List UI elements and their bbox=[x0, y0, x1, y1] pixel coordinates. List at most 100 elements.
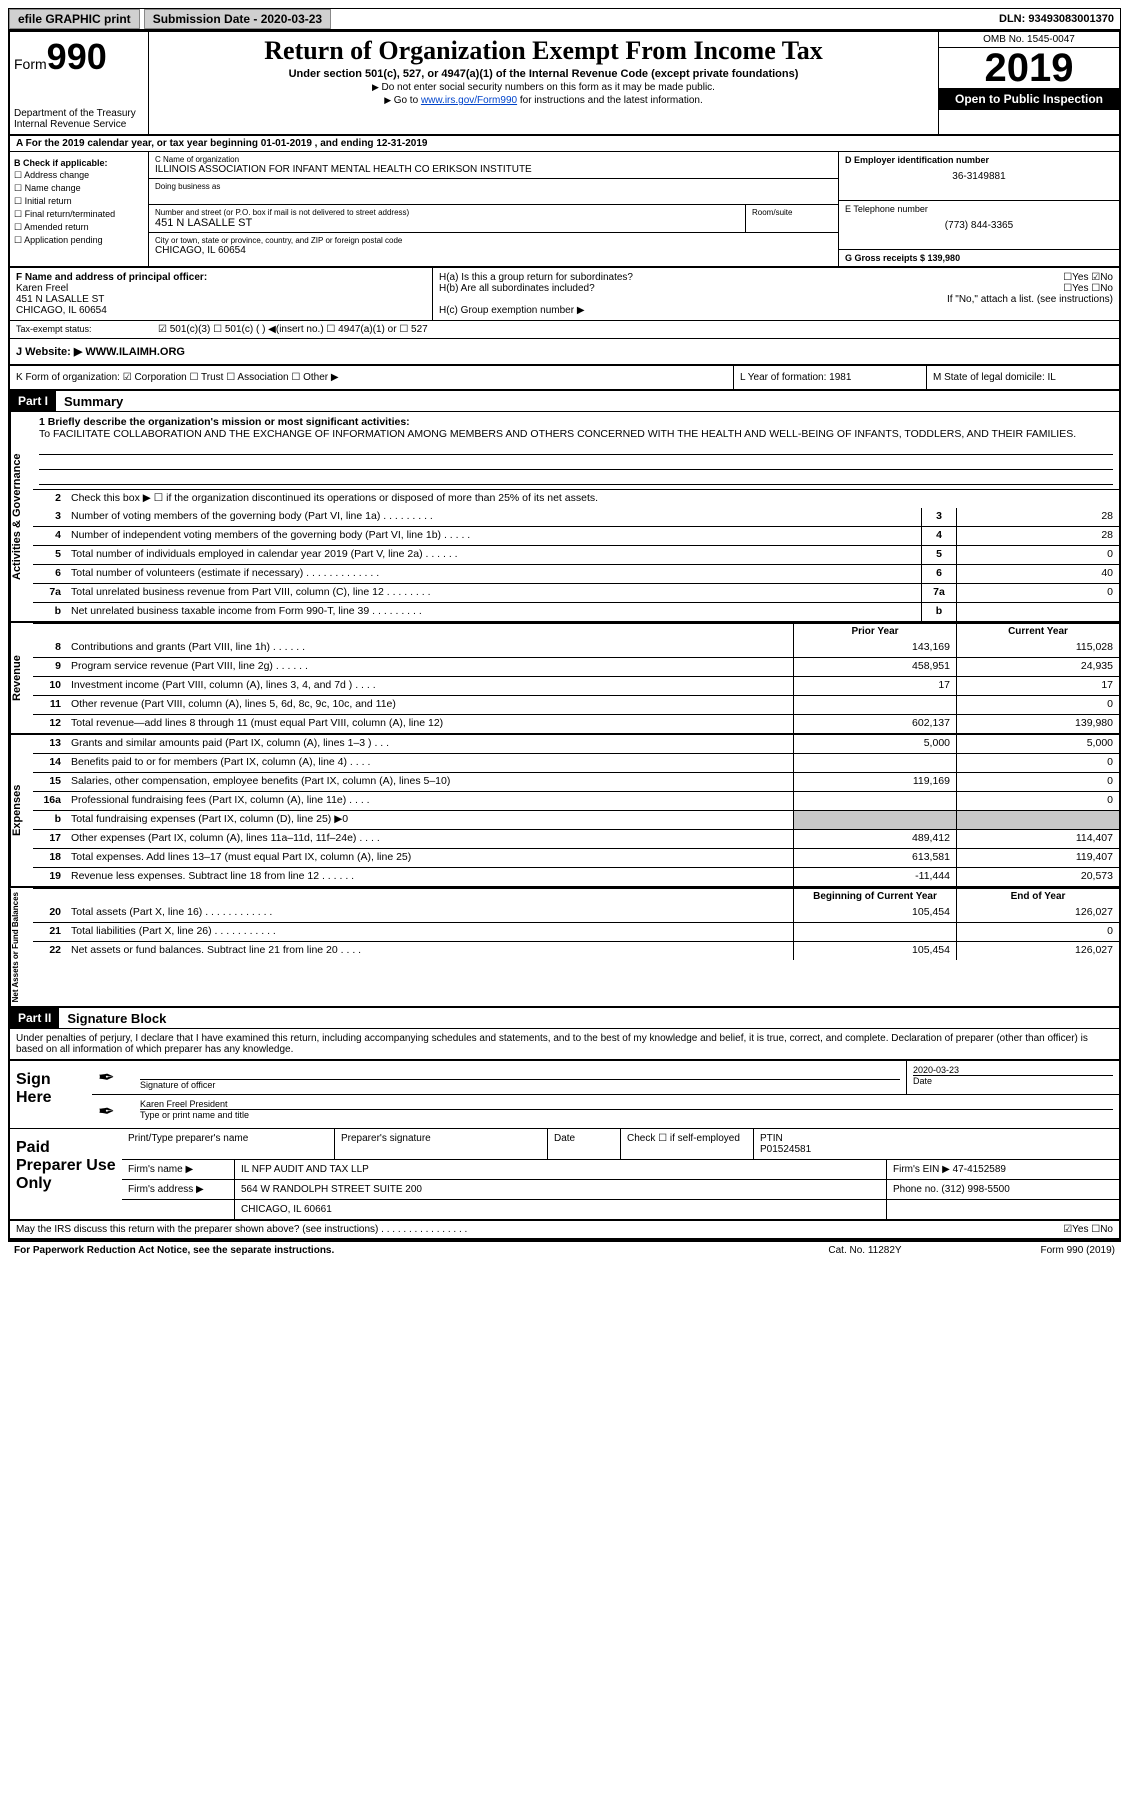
gross-receipts: G Gross receipts $ 139,980 bbox=[845, 253, 1113, 263]
top-toolbar: efile GRAPHIC print Submission Date - 20… bbox=[8, 8, 1121, 30]
dept-text: Department of the Treasury Internal Reve… bbox=[14, 108, 144, 130]
prep-self-emp[interactable]: Check ☐ if self-employed bbox=[621, 1129, 754, 1159]
city-label: City or town, state or province, country… bbox=[155, 236, 832, 245]
vtab-netassets: Net Assets or Fund Balances bbox=[10, 888, 33, 1006]
hc-label: H(c) Group exemption number ▶ bbox=[439, 305, 1113, 316]
tel-value: (773) 844-3365 bbox=[845, 220, 1113, 231]
website-label: J Website: ▶ bbox=[16, 346, 82, 358]
pen-icon: ✒ bbox=[92, 1061, 134, 1094]
data-line: 13Grants and similar amounts paid (Part … bbox=[33, 735, 1119, 753]
data-line: 19Revenue less expenses. Subtract line 1… bbox=[33, 867, 1119, 886]
sig-officer-label: Signature of officer bbox=[140, 1079, 900, 1090]
form-title: Return of Organization Exempt From Incom… bbox=[153, 36, 934, 66]
part1-title: Summary bbox=[56, 394, 123, 409]
prep-sig-header: Preparer's signature bbox=[335, 1129, 548, 1159]
year-formation: L Year of formation: 1981 bbox=[733, 366, 926, 389]
group-return-section: H(a) Is this a group return for subordin… bbox=[433, 268, 1119, 320]
data-line: 9Program service revenue (Part VIII, lin… bbox=[33, 657, 1119, 676]
col-b-title: B Check if applicable: bbox=[14, 158, 144, 168]
revenue-section: Revenue Prior Year Current Year 8Contrib… bbox=[10, 623, 1119, 735]
chk-final-return[interactable]: Final return/terminated bbox=[14, 209, 144, 220]
form-container: Form990 Department of the Treasury Inter… bbox=[8, 30, 1121, 1242]
data-line: 20Total assets (Part X, line 16) . . . .… bbox=[33, 904, 1119, 922]
city-state-zip: CHICAGO, IL 60654 bbox=[155, 245, 832, 256]
data-line: 18Total expenses. Add lines 13–17 (must … bbox=[33, 848, 1119, 867]
principal-officer: F Name and address of principal officer:… bbox=[10, 268, 433, 320]
form-of-org[interactable]: K Form of organization: ☑ Corporation ☐ … bbox=[10, 366, 733, 389]
submission-date-button[interactable]: Submission Date - 2020-03-23 bbox=[144, 9, 331, 29]
ha-answer[interactable]: ☐Yes ☑No bbox=[1063, 272, 1113, 283]
website-row: J Website: ▶ WWW.ILAIMH.ORG bbox=[10, 339, 1119, 366]
form-label: Form bbox=[14, 56, 47, 72]
form-subtitle: Under section 501(c), 527, or 4947(a)(1)… bbox=[153, 68, 934, 80]
beginning-year-header: Beginning of Current Year bbox=[793, 889, 956, 904]
hb-answer[interactable]: ☐Yes ☐No bbox=[1063, 283, 1113, 294]
paid-preparer-label: Paid Preparer Use Only bbox=[10, 1129, 122, 1219]
tax-year: 2019 bbox=[939, 48, 1119, 88]
inspection-badge: Open to Public Inspection bbox=[939, 88, 1119, 110]
firm-phone: (312) 998-5500 bbox=[941, 1184, 1009, 1195]
data-line: 11Other revenue (Part VIII, column (A), … bbox=[33, 695, 1119, 714]
officer-addr: 451 N LASALLE ST CHICAGO, IL 60654 bbox=[16, 294, 426, 316]
gov-line: 6Total number of volunteers (estimate if… bbox=[33, 564, 1119, 583]
firm-addr2: CHICAGO, IL 60661 bbox=[235, 1200, 887, 1219]
mission-label: 1 Briefly describe the organization's mi… bbox=[39, 416, 1113, 428]
page-footer: For Paperwork Reduction Act Notice, see … bbox=[8, 1242, 1121, 1259]
ha-label: H(a) Is this a group return for subordin… bbox=[439, 272, 633, 283]
firm-name-label: Firm's name ▶ bbox=[122, 1160, 235, 1179]
form-header: Form990 Department of the Treasury Inter… bbox=[10, 32, 1119, 136]
line2-desc: Check this box ▶ ☐ if the organization d… bbox=[67, 490, 1119, 508]
irs-link[interactable]: www.irs.gov/Form990 bbox=[421, 95, 517, 106]
prep-date-header: Date bbox=[548, 1129, 621, 1159]
mission-text: To FACILITATE COLLABORATION AND THE EXCH… bbox=[39, 428, 1113, 440]
tax-exempt-options[interactable]: ☑ 501(c)(3) ☐ 501(c) ( ) ◀(insert no.) ☐… bbox=[152, 321, 1119, 338]
discuss-question: May the IRS discuss this return with the… bbox=[16, 1224, 1063, 1235]
part2-title: Signature Block bbox=[59, 1011, 166, 1026]
form-number: 990 bbox=[47, 36, 107, 77]
firm-phone-label: Phone no. bbox=[893, 1184, 939, 1195]
ptin-label: PTIN bbox=[760, 1133, 783, 1144]
link-note: Go to www.irs.gov/Form990 for instructio… bbox=[153, 95, 934, 106]
sign-here-section: Sign Here ✒ Signature of officer 2020-03… bbox=[10, 1061, 1119, 1129]
data-line: 12Total revenue—add lines 8 through 11 (… bbox=[33, 714, 1119, 733]
col-c-org-info: C Name of organization ILLINOIS ASSOCIAT… bbox=[149, 152, 838, 266]
form-version: Form 990 (2019) bbox=[965, 1245, 1115, 1256]
firm-ein-label: Firm's EIN ▶ bbox=[893, 1164, 950, 1175]
row-f-h: F Name and address of principal officer:… bbox=[10, 268, 1119, 321]
gov-line: 7aTotal unrelated business revenue from … bbox=[33, 583, 1119, 602]
col-b-checkboxes: B Check if applicable: Address change Na… bbox=[10, 152, 149, 266]
vtab-expenses: Expenses bbox=[10, 735, 33, 886]
data-line: 15Salaries, other compensation, employee… bbox=[33, 772, 1119, 791]
row-klm: K Form of organization: ☑ Corporation ☐ … bbox=[10, 366, 1119, 391]
chk-initial-return[interactable]: Initial return bbox=[14, 196, 144, 207]
part2-header: Part II Signature Block bbox=[10, 1008, 1119, 1029]
discuss-answer[interactable]: ☑Yes ☐No bbox=[1063, 1224, 1113, 1235]
firm-addr: 564 W RANDOLPH STREET SUITE 200 bbox=[235, 1180, 887, 1199]
officer-sig-name-label: Type or print name and title bbox=[140, 1109, 1113, 1120]
website-value: WWW.ILAIMH.ORG bbox=[85, 346, 185, 358]
expenses-section: Expenses 13Grants and similar amounts pa… bbox=[10, 735, 1119, 888]
pra-notice: For Paperwork Reduction Act Notice, see … bbox=[14, 1245, 765, 1256]
addr-label: Number and street (or P.O. box if mail i… bbox=[155, 208, 739, 217]
hb-label: H(b) Are all subordinates included? bbox=[439, 283, 595, 294]
chk-amended-return[interactable]: Amended return bbox=[14, 222, 144, 233]
ssn-note: Do not enter social security numbers on … bbox=[153, 82, 934, 93]
sign-here-label: Sign Here bbox=[10, 1061, 92, 1128]
org-name: ILLINOIS ASSOCIATION FOR INFANT MENTAL H… bbox=[155, 164, 832, 175]
col-de: D Employer identification number 36-3149… bbox=[838, 152, 1119, 266]
row-a-period: A For the 2019 calendar year, or tax yea… bbox=[10, 136, 1119, 152]
officer-label: F Name and address of principal officer: bbox=[16, 272, 426, 283]
chk-application-pending[interactable]: Application pending bbox=[14, 235, 144, 246]
data-line: 22Net assets or fund balances. Subtract … bbox=[33, 941, 1119, 960]
chk-name-change[interactable]: Name change bbox=[14, 183, 144, 194]
ein-label: D Employer identification number bbox=[845, 155, 1113, 165]
prior-year-header: Prior Year bbox=[793, 624, 956, 639]
data-line: bTotal fundraising expenses (Part IX, co… bbox=[33, 810, 1119, 829]
netassets-section: Net Assets or Fund Balances Beginning of… bbox=[10, 888, 1119, 1008]
cat-number: Cat. No. 11282Y bbox=[765, 1245, 965, 1256]
firm-ein: 47-4152589 bbox=[953, 1164, 1006, 1175]
efile-print-button[interactable]: efile GRAPHIC print bbox=[9, 9, 140, 29]
firm-addr-label: Firm's address ▶ bbox=[122, 1180, 235, 1199]
end-year-header: End of Year bbox=[956, 889, 1119, 904]
chk-address-change[interactable]: Address change bbox=[14, 170, 144, 181]
